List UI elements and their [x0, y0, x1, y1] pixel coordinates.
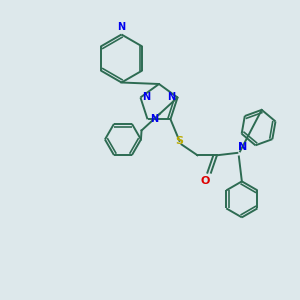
Text: O: O — [201, 176, 210, 186]
Text: S: S — [176, 136, 184, 146]
Text: N: N — [238, 142, 247, 152]
Text: N: N — [167, 92, 175, 103]
Text: N: N — [150, 114, 158, 124]
Text: N: N — [117, 22, 126, 32]
Text: N: N — [142, 92, 151, 103]
